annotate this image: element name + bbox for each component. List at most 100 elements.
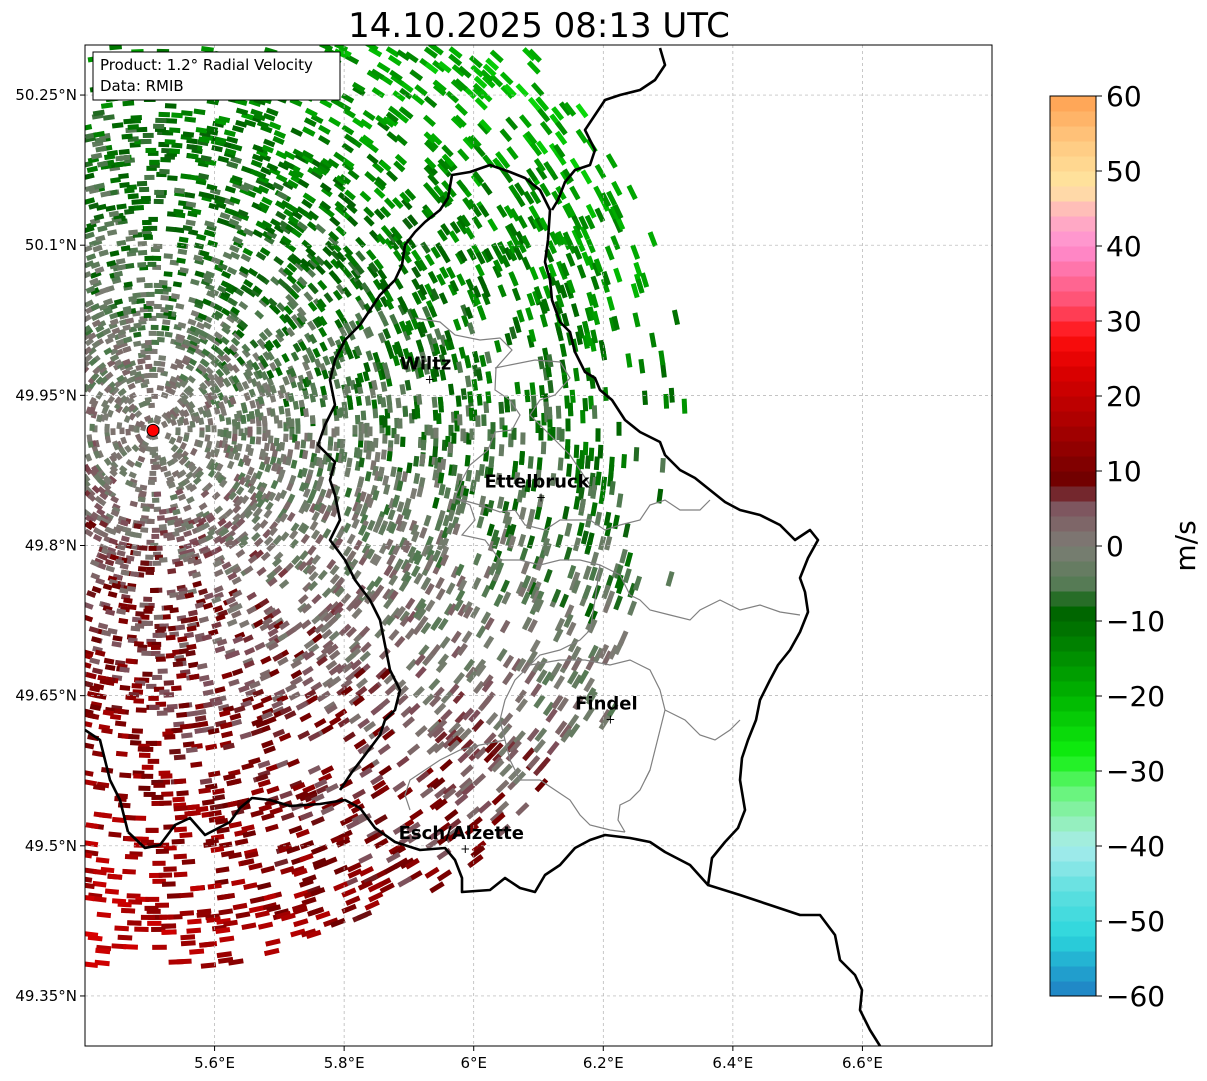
colorbar-band [1050, 96, 1096, 112]
radar-pixel [333, 48, 348, 59]
radar-pixel [268, 526, 278, 537]
radar-pixel [241, 762, 254, 771]
radar-pixel [167, 481, 176, 489]
radar-pixel [386, 131, 400, 143]
radar-pixel [483, 635, 495, 649]
radar-pixel [347, 550, 357, 562]
radar-pixel [85, 360, 91, 370]
radar-pixel [558, 284, 568, 299]
radar-pixel [458, 501, 467, 514]
x-tick-label: 5.8°E [324, 1054, 365, 1072]
radar-pixel [259, 247, 271, 257]
radar-pixel [225, 220, 237, 229]
radar-pixel [225, 596, 237, 605]
radar-pixel [436, 413, 442, 425]
radar-pixel [455, 563, 465, 577]
radar-pixel [580, 410, 586, 424]
radar-pixel [275, 210, 287, 221]
radar-pixel [590, 329, 599, 344]
y-tick-label: 49.65°N [15, 687, 77, 705]
radar-pixel [338, 101, 352, 113]
radar-pixel [198, 172, 210, 180]
radar-pixel [546, 406, 553, 420]
radar-pixel [88, 357, 98, 367]
radar-pixel [559, 428, 565, 442]
radar-pixel [406, 821, 421, 834]
radar-pixel [202, 321, 212, 330]
radar-pixel [236, 356, 246, 366]
radar-pixel [248, 98, 262, 108]
radar-pixel [159, 168, 170, 175]
radar-pixel [493, 557, 503, 571]
radar-pixel [95, 857, 110, 864]
radar-pixel [226, 460, 235, 470]
radar-pixel [480, 69, 494, 83]
radar-pixel [98, 520, 109, 529]
radar-pixel [432, 740, 446, 754]
radar-pixel [191, 470, 200, 479]
radar-pixel [292, 905, 308, 915]
radar-pixel [458, 777, 473, 791]
radar-pixel [341, 401, 348, 412]
radar-pixel [335, 528, 345, 540]
radar-pixel [630, 282, 640, 299]
radar-pixel [511, 287, 521, 302]
radar-pixel [409, 69, 424, 82]
radar-pixel [407, 351, 415, 364]
colorbar-band [1050, 921, 1096, 937]
radar-pixel [103, 487, 113, 496]
radar-pixel [339, 815, 355, 827]
radar-pixel [85, 353, 93, 363]
radar-pixel [89, 703, 102, 712]
radar-pixel [394, 434, 400, 445]
radar-pixel [455, 395, 462, 407]
radar-pixel [134, 410, 143, 419]
radar-pixel [243, 509, 254, 519]
colorbar-tick-label: 60 [1106, 80, 1142, 113]
radar-pixel [288, 319, 298, 331]
radar-pixel [434, 731, 448, 744]
radar-pixel [515, 698, 528, 713]
radar-pixel [208, 379, 218, 388]
radar-pixel [194, 298, 204, 307]
radar-pixel [85, 260, 95, 269]
radar-pixel [481, 292, 491, 306]
radar-pixel [200, 489, 210, 499]
radar-pixel [307, 301, 318, 312]
radar-pixel [85, 244, 93, 253]
radar-pixel [204, 434, 211, 442]
colorbar-band [1050, 711, 1096, 727]
radar-pixel [204, 533, 214, 542]
radar-pixel [223, 129, 236, 137]
radar-pixel [384, 291, 394, 303]
radar-pixel [321, 628, 333, 640]
radar-pixel [399, 191, 411, 204]
radar-pixel [145, 827, 159, 833]
radar-pixel [342, 522, 352, 534]
radar-pixel [133, 523, 142, 530]
radar-pixel [310, 887, 326, 897]
radar-pixel [526, 727, 540, 742]
radar-pixel [377, 268, 388, 281]
radar-pixel [214, 505, 224, 515]
radar-pixel [457, 414, 463, 426]
radar-pixel [447, 383, 455, 396]
radar-pixel [347, 868, 363, 879]
radar-pixel [322, 639, 334, 651]
radar-pixel [341, 161, 355, 173]
radar-pixel [507, 535, 517, 549]
radar-pixel [200, 155, 212, 162]
radar-pixel [598, 490, 606, 505]
radar-pixel [137, 455, 146, 463]
radar-pixel [309, 439, 316, 449]
radar-pixel [380, 381, 388, 392]
radar-pixel [476, 393, 483, 406]
radar-pixel [88, 202, 100, 210]
colorbar-tick-label: −60 [1106, 980, 1165, 1013]
radar-pixel [346, 215, 359, 227]
radar-pixel [533, 694, 546, 709]
radar-pixel [527, 48, 542, 63]
radar-pixel [286, 299, 297, 311]
radar-pixel [85, 270, 92, 280]
radar-pixel [232, 635, 244, 644]
